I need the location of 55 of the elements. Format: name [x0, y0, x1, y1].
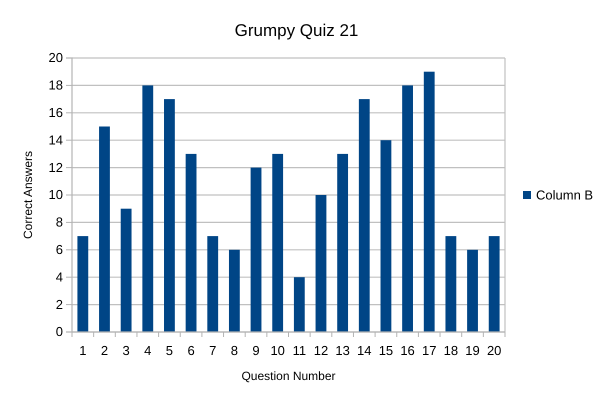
bar [120, 208, 132, 332]
bar [272, 154, 284, 332]
chart-title: Grumpy Quiz 21 [234, 21, 358, 40]
y-tick-label: 18 [48, 78, 63, 93]
bar [164, 99, 175, 332]
x-tick-label: 7 [209, 343, 216, 358]
x-tick-label: 8 [230, 343, 238, 358]
bar [142, 85, 154, 332]
bar [250, 168, 262, 332]
x-tick-label: 13 [335, 343, 350, 358]
x-tick-label: 14 [357, 343, 372, 358]
y-axis-title: Correct Answers [21, 150, 35, 240]
bar [186, 154, 196, 332]
x-tick-label: 20 [486, 343, 502, 358]
x-tick-label: 2 [100, 343, 108, 358]
y-tick-label: 14 [48, 132, 63, 148]
bar [316, 195, 326, 332]
bar [380, 140, 392, 332]
bar [294, 277, 305, 332]
x-tick-label: 15 [378, 343, 394, 358]
bar [358, 99, 370, 332]
bar [228, 250, 240, 332]
bar [207, 236, 218, 332]
x-tick-label: 16 [400, 343, 415, 358]
x-tick-label: 17 [422, 343, 436, 358]
y-tick-label: 2 [56, 296, 63, 312]
bar [99, 126, 110, 332]
x-tick-label: 11 [292, 343, 306, 358]
x-tick-label: 12 [314, 343, 328, 358]
y-tick-label: 10 [48, 187, 63, 202]
x-tick-label: 9 [252, 343, 260, 358]
x-tick-label: 1 [79, 343, 86, 358]
bar [337, 154, 348, 332]
y-tick-label: 8 [56, 214, 63, 230]
bar [445, 236, 456, 332]
bar [488, 236, 500, 332]
bar [77, 236, 88, 332]
y-tick-label: 16 [48, 104, 63, 120]
x-tick-label: 18 [444, 343, 458, 358]
x-tick-label: 10 [270, 343, 285, 358]
x-axis-title: Question Number [241, 369, 336, 383]
y-tick-label: 12 [48, 160, 63, 175]
bar [402, 85, 413, 332]
y-tick-label: 20 [48, 50, 63, 66]
y-tick-label: 4 [56, 269, 63, 284]
legend-label: Column B [536, 188, 594, 202]
x-tick-label: 5 [166, 343, 174, 358]
bar [467, 250, 478, 332]
bar [424, 72, 435, 332]
x-tick-label: 4 [144, 343, 152, 358]
x-tick-label: 6 [187, 343, 195, 358]
x-tick-label: 3 [122, 343, 130, 358]
y-tick-label: 6 [56, 242, 63, 257]
y-tick-label: 0 [56, 324, 63, 340]
x-tick-label: 19 [465, 343, 480, 358]
